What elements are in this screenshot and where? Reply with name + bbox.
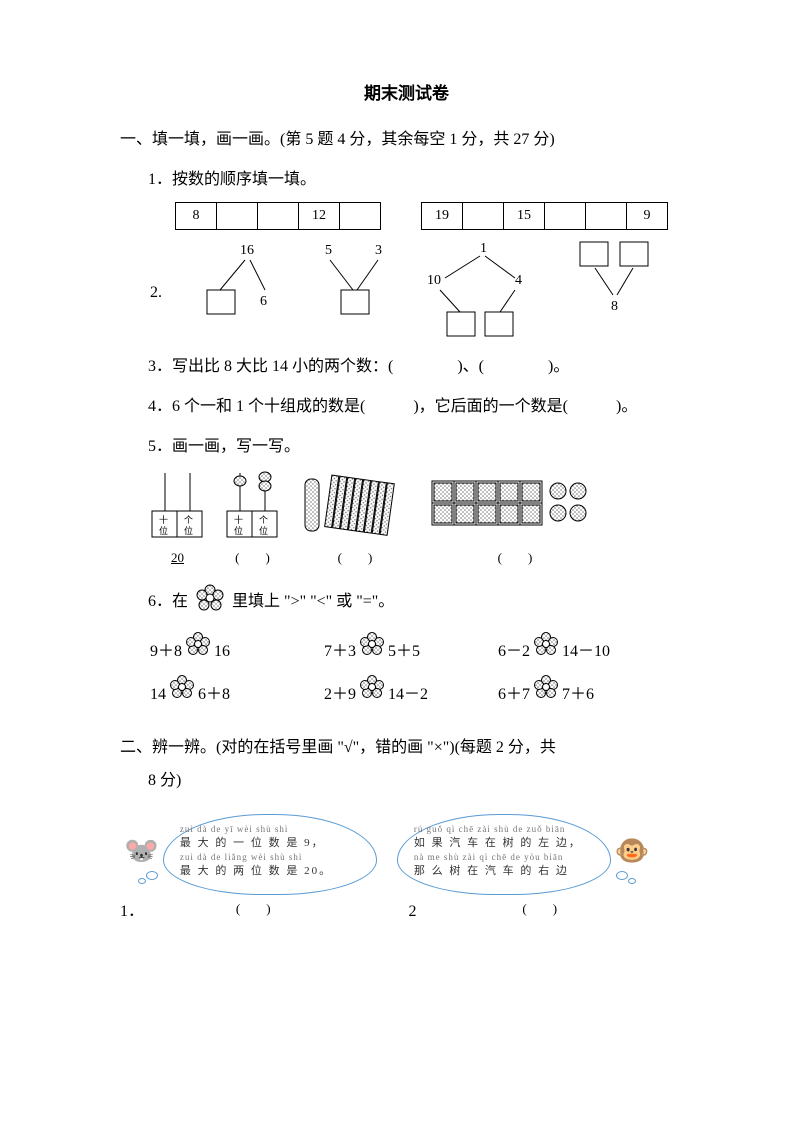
bond-4: 8: [575, 240, 665, 320]
b1-num: 1．: [120, 899, 140, 925]
speech-bubble-2: rú guǒ qì chē zài shù de zuǒ biān 如 果 汽 …: [397, 814, 611, 895]
svg-text:6: 6: [260, 294, 267, 309]
svg-text:位: 位: [184, 525, 193, 536]
seq1-cell[interactable]: [340, 203, 381, 230]
flower-icon[interactable]: [533, 631, 559, 674]
seq1-cell[interactable]: [217, 203, 258, 230]
seq-table-2: 19 15 9: [421, 202, 668, 230]
q1-label: 1．按数的顺序填一填。: [148, 167, 693, 193]
seq1-cell[interactable]: 12: [299, 203, 340, 230]
seq1-cell[interactable]: 8: [176, 203, 217, 230]
bond-1: 16 6: [205, 240, 285, 320]
bubble-2-group: rú guǒ qì chē zài shù de zuǒ biān 如 果 汽 …: [397, 814, 654, 895]
q5-abacus-2: 十 个 位 位 ( ): [225, 471, 280, 569]
bubble-1-group: 🐭 zuì dà de yī wèi shù shì 最 大 的 一 位 数 是…: [120, 814, 377, 895]
flower-icon: [195, 583, 225, 622]
svg-text:十: 十: [159, 514, 168, 525]
svg-text:4: 4: [515, 273, 522, 288]
svg-text:8: 8: [611, 299, 618, 314]
q5-label-20: 20: [150, 548, 205, 569]
flower-icon[interactable]: [169, 674, 195, 717]
svg-text:个: 个: [259, 515, 268, 525]
seq2-cell[interactable]: [463, 203, 504, 230]
svg-text:5: 5: [325, 243, 332, 258]
seq-table-1: 8 12: [175, 202, 381, 230]
page-title: 期末测试卷: [120, 80, 693, 107]
flower-icon[interactable]: [533, 674, 559, 717]
svg-text:个: 个: [184, 515, 193, 525]
flower-icon[interactable]: [359, 631, 385, 674]
seq2-cell[interactable]: 19: [422, 203, 463, 230]
section-2-heading-cont: 8 分): [148, 768, 693, 794]
section-2-heading: 二、辨一辨。(对的在括号里画 "√"，错的画 "×")(每题 2 分，共: [120, 735, 693, 761]
q5-figures: 十 个 位 位 20 十 个 位 位 ( ): [150, 471, 693, 569]
bond-3: 1 10 4: [425, 240, 545, 340]
flower-icon[interactable]: [359, 674, 385, 717]
svg-text:10: 10: [427, 273, 441, 288]
seq2-cell[interactable]: [545, 203, 586, 230]
q5-blank[interactable]: ( ): [300, 548, 410, 569]
q6-label: 6．在 里填上 ">" "<" 或 "="。: [148, 583, 693, 622]
speech-bubble-1: zuì dà de yī wèi shù shì 最 大 的 一 位 数 是 9…: [163, 814, 377, 895]
q5-tenframe: ( ): [430, 471, 600, 569]
b1-paren[interactable]: ( ): [140, 899, 367, 925]
bubbles: 🐭 zuì dà de yī wèi shù shì 最 大 的 一 位 数 是…: [120, 814, 693, 895]
q1-sequences: 8 12 19 15 9: [175, 202, 693, 230]
b2-num: 2: [367, 899, 427, 925]
bubble-labels: 1． ( ) 2 ( ): [120, 899, 693, 925]
q5-label: 5．画一画，写一写。: [148, 434, 693, 460]
q6-items: 9＋816 7＋35＋5 6－214－10 146＋8 2＋914－2 6＋77…: [150, 631, 693, 716]
q5-blank[interactable]: ( ): [430, 548, 600, 569]
q2-number-bonds: 2. 16 6 5 3 1 10 4 8: [150, 240, 693, 340]
q3: 3．写出比 8 大比 14 小的两个数：( )、( )。: [148, 354, 693, 380]
svg-text:16: 16: [240, 243, 254, 258]
section-1-heading: 一、填一填，画一画。(第 5 题 4 分，其余每空 1 分，共 27 分): [120, 127, 693, 153]
bond-2: 5 3: [315, 240, 395, 320]
mouse-icon: 🐭: [124, 830, 159, 875]
svg-text:1: 1: [480, 241, 487, 256]
svg-text:位: 位: [259, 525, 268, 536]
seq2-cell[interactable]: 15: [504, 203, 545, 230]
seq2-cell[interactable]: [586, 203, 627, 230]
svg-text:十: 十: [234, 514, 243, 525]
seq2-cell[interactable]: 9: [627, 203, 668, 230]
seq1-cell[interactable]: [258, 203, 299, 230]
b2-paren[interactable]: ( ): [427, 899, 654, 925]
q5-blank[interactable]: ( ): [225, 548, 280, 569]
q4: 4．6 个一和 1 个十组成的数是( )，它后面的一个数是( )。: [148, 394, 693, 420]
svg-text:位: 位: [159, 525, 168, 536]
q5-abacus-1: 十 个 位 位 20: [150, 471, 205, 569]
q2-num: 2.: [150, 240, 175, 306]
monkey-icon: 🐵: [615, 830, 650, 875]
svg-text:位: 位: [234, 525, 243, 536]
flower-icon[interactable]: [185, 631, 211, 674]
svg-text:3: 3: [375, 243, 382, 258]
q5-sticks: ( ): [300, 471, 410, 569]
